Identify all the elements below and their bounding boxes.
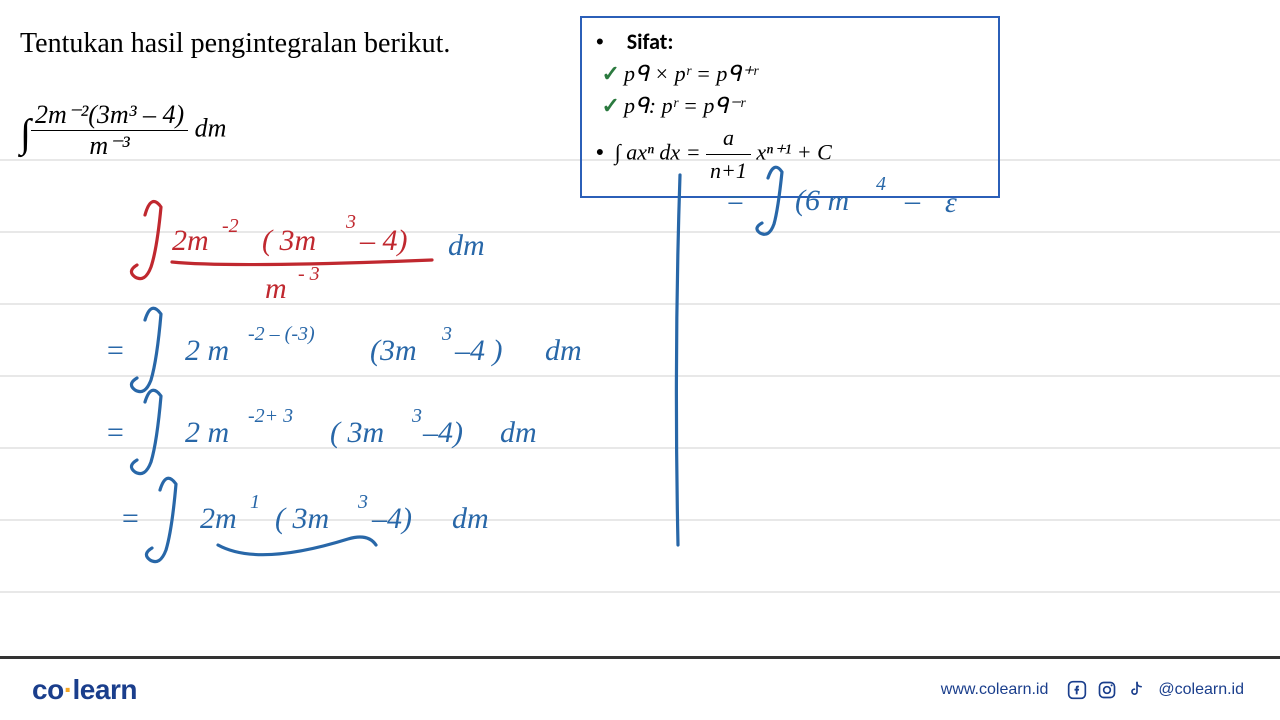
sifat-header: Sifat: — [627, 28, 674, 55]
hw-line2-c: –4 ) — [454, 334, 503, 367]
problem-title: Tentukan hasil pengintegralan berikut. — [20, 28, 450, 60]
hw-line4-c: –4) — [371, 502, 412, 535]
sifat-rule-1: pᑫ × pʳ = pᑫ⁺ʳ — [624, 61, 758, 86]
facebook-icon[interactable] — [1066, 679, 1088, 701]
hw-line4-b: ( 3m — [275, 502, 329, 535]
hw-line3-exp: -2+ 3 — [248, 405, 293, 427]
hw-line2-exp2: 3 — [441, 323, 452, 345]
hw-eq-3: = — [120, 502, 140, 535]
problem-integral: ∫2m⁻²(3m³ – 4)m⁻³ dm — [20, 100, 226, 161]
sifat-rule-2: pᑫ: pʳ = pᑫ⁻ʳ — [624, 93, 745, 118]
integral-dm: dm — [195, 113, 227, 142]
hw-red-dm: dm — [448, 229, 485, 262]
hw-red-exp1: -2 — [222, 215, 239, 237]
hw-red-num: 2m — [172, 224, 209, 257]
hw-red-rest: – 4) — [359, 224, 408, 257]
hw-line2-a: 2 m — [185, 334, 229, 367]
hw-line4-dm: dm — [452, 502, 489, 535]
tiktok-icon[interactable] — [1126, 679, 1148, 701]
logo-learn: learn — [73, 674, 137, 705]
hw-line3-exp2: 3 — [411, 405, 422, 427]
hw-line4-exp: 1 — [250, 491, 260, 513]
hw-red-paren: ( 3m — [262, 224, 316, 257]
integral-numerator: 2m⁻²(3m³ – 4) — [31, 100, 188, 131]
logo: co·learn — [32, 674, 137, 706]
sifat-rule-3-num: a — [706, 122, 751, 155]
hw-eq-1: = — [105, 334, 125, 367]
check-icon: ✓ — [602, 93, 620, 118]
hw-red-den: m — [265, 272, 287, 305]
check-icon: ✓ — [602, 61, 620, 86]
logo-co: co — [32, 674, 64, 705]
footer-right: www.colearn.id @colearn.id — [941, 679, 1244, 701]
hw-eq-2: = — [105, 416, 125, 449]
instagram-icon[interactable] — [1096, 679, 1118, 701]
sifat-rule-3-den: n+1 — [706, 155, 751, 187]
hw-red-den-exp: - 3 — [298, 263, 320, 285]
hw-red-exp2: 3 — [345, 211, 356, 233]
social-links: @colearn.id — [1066, 679, 1244, 701]
website-url[interactable]: www.colearn.id — [941, 681, 1049, 699]
social-handle[interactable]: @colearn.id — [1158, 681, 1244, 699]
hw-line4-a: 2m — [200, 502, 237, 535]
logo-dot: · — [64, 674, 73, 705]
hw-line2-dm: dm — [545, 334, 582, 367]
hw-line3-b: ( 3m — [330, 416, 384, 449]
integral-denominator: m⁻³ — [31, 131, 188, 161]
sifat-box: • Sifat: ✓pᑫ × pʳ = pᑫ⁺ʳ ✓pᑫ: pʳ = pᑫ⁻ʳ … — [580, 16, 1000, 198]
sifat-rule-3-rhs: xⁿ⁺¹ + C — [756, 139, 831, 164]
sifat-rule-3-lhs: ∫ axⁿ dx = — [615, 139, 701, 164]
hw-line2-b: (3m — [370, 334, 417, 367]
hw-line3-c: –4) — [422, 416, 463, 449]
hw-line2-exp: -2 – (-3) — [248, 323, 315, 345]
footer: co·learn www.colearn.id @colearn.id — [0, 656, 1280, 720]
hw-line3-a: 2 m — [185, 416, 229, 449]
hw-line4-exp2: 3 — [357, 491, 368, 513]
hw-line3-dm: dm — [500, 416, 537, 449]
